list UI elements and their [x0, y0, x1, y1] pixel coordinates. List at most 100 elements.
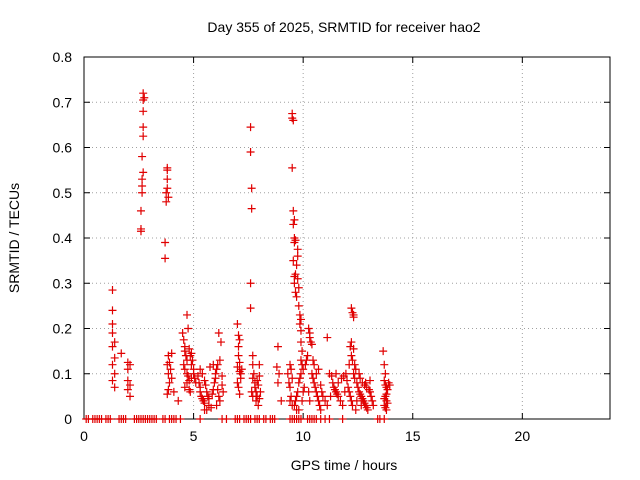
data-points: [82, 89, 394, 423]
data-point: [136, 227, 145, 236]
data-point: [347, 304, 356, 313]
data-point: [291, 270, 300, 279]
data-point: [246, 148, 255, 157]
data-point: [283, 369, 292, 378]
y-tick-label: 0.6: [53, 140, 73, 156]
data-point: [363, 405, 372, 414]
data-point: [139, 107, 148, 116]
data-point: [178, 329, 187, 338]
data-point: [213, 385, 222, 394]
data-point: [289, 116, 298, 125]
data-point: [290, 215, 299, 224]
data-point: [289, 220, 298, 229]
data-point: [321, 396, 330, 405]
data-point: [255, 360, 264, 369]
data-point: [139, 132, 148, 141]
data-point: [184, 324, 193, 333]
data-point: [286, 360, 295, 369]
data-point: [305, 396, 314, 405]
data-point: [235, 335, 244, 344]
data-point: [218, 372, 227, 381]
data-point: [106, 415, 115, 423]
data-point: [180, 365, 189, 374]
data-point: [249, 369, 258, 378]
data-point: [353, 383, 362, 392]
data-point: [139, 89, 148, 98]
data-point: [367, 392, 376, 401]
data-point: [357, 401, 366, 410]
data-point: [361, 378, 370, 387]
data-point: [161, 238, 170, 247]
x-tick-label: 15: [405, 428, 421, 444]
data-point: [295, 310, 304, 319]
data-point: [246, 304, 255, 313]
data-point: [117, 349, 126, 358]
data-point: [169, 387, 178, 396]
data-point: [108, 342, 117, 351]
data-point: [366, 387, 375, 396]
x-axis-label: GPS time / hours: [291, 457, 398, 473]
data-point: [295, 374, 304, 383]
data-point: [304, 324, 313, 333]
data-point: [273, 378, 282, 387]
data-point: [123, 385, 132, 394]
data-point: [167, 374, 176, 383]
data-point: [336, 396, 345, 405]
data-point: [316, 405, 325, 414]
data-point: [180, 383, 189, 392]
data-point: [166, 365, 175, 374]
data-point: [214, 392, 223, 401]
data-point: [234, 342, 243, 351]
data-point: [314, 365, 323, 374]
data-point: [204, 394, 213, 403]
data-point: [294, 283, 303, 292]
data-point: [326, 392, 335, 401]
data-point: [303, 351, 312, 360]
y-tick-label: 0: [64, 411, 72, 427]
data-point: [237, 365, 246, 374]
data-point: [180, 347, 189, 356]
data-point: [288, 163, 297, 172]
data-point: [248, 392, 257, 401]
data-point: [299, 365, 308, 374]
data-point: [292, 261, 301, 270]
data-point: [289, 256, 298, 265]
data-point: [138, 175, 147, 184]
data-point: [219, 387, 228, 396]
data-point: [305, 333, 314, 342]
data-point: [304, 387, 313, 396]
data-point: [235, 390, 244, 399]
data-point: [254, 381, 263, 390]
data-point: [294, 301, 303, 310]
data-point: [183, 310, 192, 319]
data-point: [165, 358, 174, 367]
data-point: [311, 383, 320, 392]
data-point: [380, 376, 389, 385]
data-point: [188, 356, 197, 365]
data-point: [108, 286, 117, 295]
data-point: [318, 392, 327, 401]
data-point: [351, 405, 360, 414]
x-tick-label: 20: [515, 428, 531, 444]
data-point: [215, 396, 224, 405]
data-point: [138, 152, 147, 161]
data-point: [338, 415, 347, 423]
data-point: [317, 387, 326, 396]
data-point: [185, 344, 194, 353]
data-point: [382, 405, 391, 414]
data-point: [140, 93, 149, 102]
data-point: [164, 369, 173, 378]
data-point: [212, 365, 221, 374]
data-point: [289, 206, 298, 215]
data-point: [296, 315, 305, 324]
data-point: [298, 347, 307, 356]
data-point: [200, 405, 209, 414]
data-point: [200, 376, 209, 385]
data-point: [346, 342, 355, 351]
data-point: [369, 401, 378, 410]
data-point: [296, 369, 305, 378]
data-point: [309, 374, 318, 383]
data-point: [344, 383, 353, 392]
data-point: [275, 369, 284, 378]
